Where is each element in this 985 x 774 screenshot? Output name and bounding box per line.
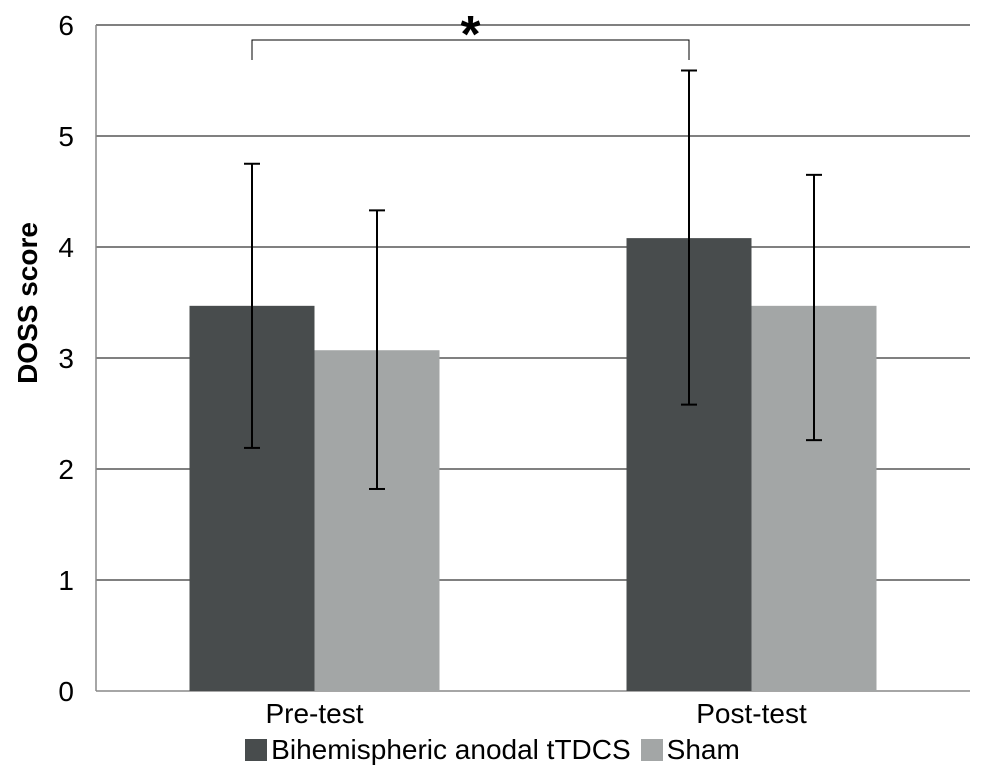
legend-item-tdcs: Bihemispheric anodal tTDCS <box>245 734 631 766</box>
legend: Bihemispheric anodal tTDCS Sham <box>0 732 985 768</box>
error-bar <box>806 173 822 442</box>
bar-chart: 0 1 2 3 4 5 6 Pre-test Post-test * DOSS score <box>12 6 970 729</box>
y-tick-label: 0 <box>58 676 74 707</box>
y-axis-title: DOSS score <box>12 222 43 384</box>
x-category-label: Post-test <box>696 698 807 729</box>
category-labels: Pre-test Post-test <box>265 698 806 729</box>
significance-star: * <box>460 6 481 64</box>
bars <box>189 238 877 691</box>
x-category-label: Pre-test <box>265 698 363 729</box>
legend-label-sham: Sham <box>666 734 740 765</box>
error-bars <box>244 69 822 490</box>
legend-swatch-sham <box>640 739 663 761</box>
y-tick-label: 4 <box>58 232 74 263</box>
y-tick-label: 2 <box>58 454 74 485</box>
error-bar <box>369 209 385 490</box>
significance-bracket <box>251 39 690 60</box>
legend-label-tdcs: Bihemispheric anodal tTDCS <box>271 734 631 765</box>
y-tick-label: 6 <box>58 10 74 41</box>
error-bar <box>681 69 697 406</box>
y-tick-label: 5 <box>58 121 74 152</box>
legend-item-sham: Sham <box>640 734 740 766</box>
error-bar <box>244 162 260 449</box>
y-tick-label: 3 <box>58 343 74 374</box>
y-tick-label: 1 <box>58 565 74 596</box>
legend-swatch-tdcs <box>245 739 268 761</box>
tick-labels: 0 1 2 3 4 5 6 <box>58 10 74 707</box>
significance-annotation: * <box>251 6 690 64</box>
